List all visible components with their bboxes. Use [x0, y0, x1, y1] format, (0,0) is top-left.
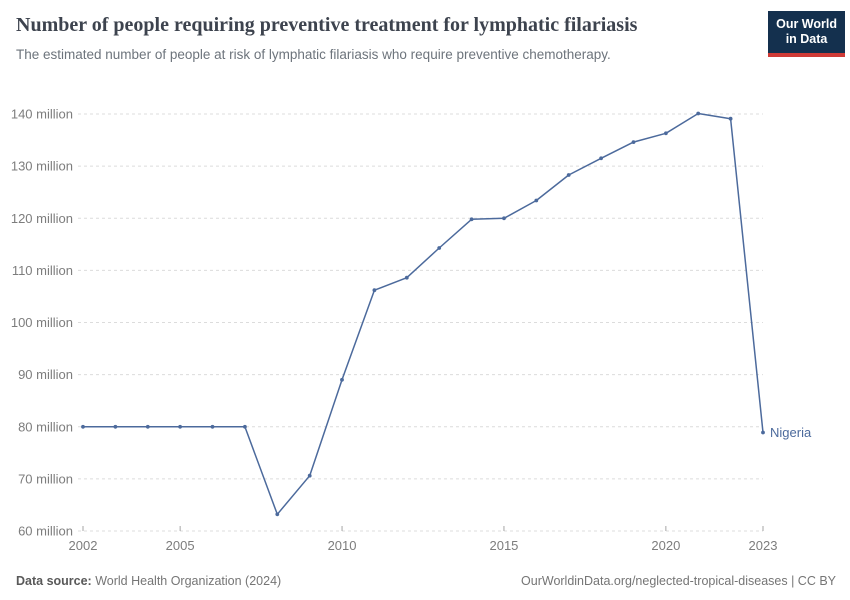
y-tick-label: 140 million [11, 107, 73, 122]
data-point[interactable] [340, 377, 344, 382]
data-point[interactable] [178, 424, 183, 429]
x-tick-label: 2005 [166, 538, 195, 553]
data-point[interactable] [696, 111, 701, 116]
data-source-label: Data source: [16, 574, 92, 588]
data-source-value: World Health Organization (2024) [95, 574, 282, 588]
x-tick-label: 2002 [69, 538, 98, 553]
data-point[interactable] [664, 131, 668, 136]
owid-logo-line2: in Data [785, 32, 828, 46]
y-tick-label: 70 million [18, 471, 73, 486]
data-point[interactable] [404, 275, 409, 280]
data-point[interactable] [275, 512, 280, 517]
series-end-label: Nigeria [770, 425, 812, 440]
attribution-link[interactable]: OurWorldinData.org/neglected-tropical-di… [521, 574, 836, 588]
y-tick-label: 80 million [18, 419, 73, 434]
data-point[interactable] [599, 156, 603, 161]
y-tick-label: 60 million [18, 524, 73, 539]
data-point[interactable] [566, 173, 571, 177]
y-tick-label: 110 million [12, 263, 73, 278]
owid-logo-line1: Our World [776, 17, 837, 31]
y-tick-label: 90 million [18, 367, 73, 382]
x-tick-label: 2020 [651, 538, 680, 553]
data-point[interactable] [243, 424, 247, 429]
data-point[interactable] [761, 430, 765, 435]
data-point[interactable] [113, 424, 118, 429]
y-tick-label: 100 million [11, 315, 73, 330]
data-point[interactable] [534, 198, 539, 203]
y-tick-label: 120 million [11, 211, 73, 226]
y-tick-label: 130 million [11, 159, 73, 174]
chart-header: Number of people requiring preventive tr… [16, 13, 755, 64]
chart-area: 60 million 70 million 80 million 90 million… [0, 100, 850, 567]
chart-subtitle: The estimated number of people at risk o… [16, 47, 611, 63]
data-point[interactable] [502, 216, 506, 221]
data-point[interactable] [145, 424, 150, 429]
data-point[interactable] [469, 217, 474, 222]
x-tick-label: 2023 [749, 538, 778, 553]
data-line[interactable] [83, 112, 764, 516]
data-source: Data source: World Health Organization (… [16, 574, 281, 588]
owid-logo[interactable]: Our World in Data [768, 11, 845, 57]
page-title: Number of people requiring preventive tr… [16, 14, 638, 36]
chart-footer: Data source: World Health Organization (… [16, 574, 836, 588]
data-point[interactable] [372, 288, 377, 293]
line-chart[interactable]: 60 million 70 million 80 million 90 million… [0, 100, 850, 562]
data-point[interactable] [728, 116, 733, 121]
data-point[interactable] [437, 246, 442, 250]
x-tick-label: 2010 [328, 538, 357, 553]
data-point[interactable] [210, 424, 215, 429]
x-tick-label: 2015 [489, 538, 518, 553]
data-point[interactable] [81, 424, 85, 429]
data-point[interactable] [307, 473, 312, 478]
data-point[interactable] [631, 140, 636, 144]
